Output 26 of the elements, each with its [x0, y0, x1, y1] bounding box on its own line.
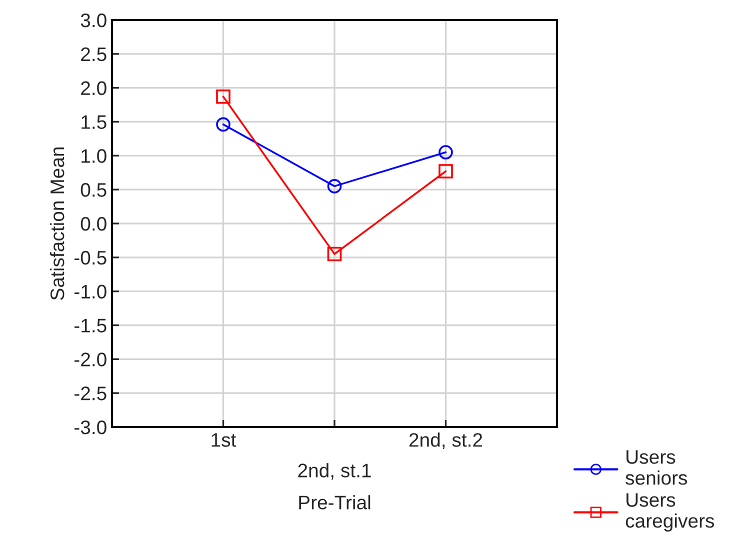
y-tick-label: 0.0	[80, 216, 106, 231]
x-tick-label: 1st	[212, 433, 236, 447]
y-tick-label: 0.5	[80, 183, 106, 197]
y-tick-label: 1.0	[82, 149, 106, 163]
y-tick-label: -1.0	[74, 284, 106, 299]
y-tick-label: 1.5	[82, 115, 106, 129]
y-axis-title: Satisfaction Mean	[50, 147, 64, 300]
point	[216, 89, 230, 104]
point	[438, 145, 453, 160]
point	[327, 246, 342, 262]
legend-label: Users caregivers	[626, 493, 714, 532]
y-tick-label: 2.0	[81, 81, 106, 96]
point	[327, 179, 342, 194]
y-tick-label: -3.0	[74, 420, 106, 434]
y-tick-label: 2.5	[81, 47, 106, 62]
y-tick-label: -0.5	[74, 250, 106, 265]
y-tick-label: 3.0	[80, 13, 106, 28]
y-tick-label: -2.0	[74, 352, 106, 366]
y-tick-label: -1.5	[74, 318, 106, 332]
x-axis-title: Pre-Trial	[299, 495, 370, 510]
y-tick-label: -2.5	[74, 386, 106, 400]
x-tick-label: 2nd, st.1	[298, 463, 371, 480]
point	[216, 117, 230, 132]
legend-label: Users seniors	[626, 450, 688, 485]
point	[438, 164, 453, 178]
x-tick-label: 2nd, st.2	[409, 432, 482, 450]
